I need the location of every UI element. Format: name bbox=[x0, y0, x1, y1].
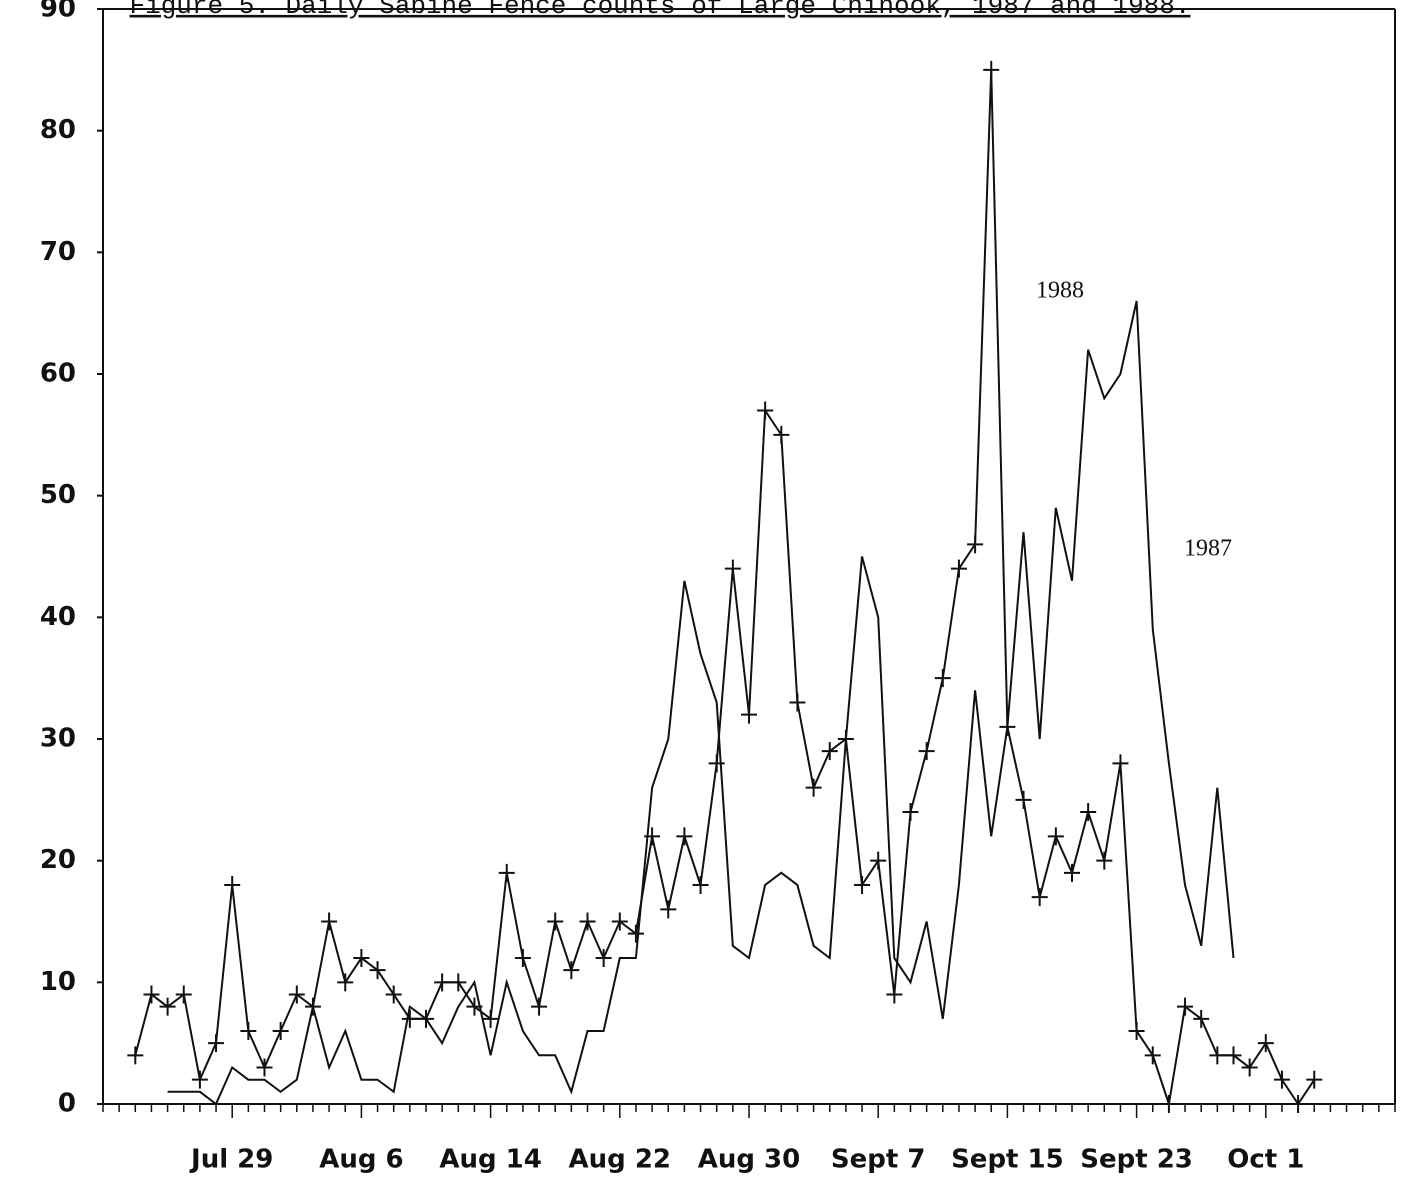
y-tick-label: 0 bbox=[58, 1089, 76, 1119]
plus-marker bbox=[821, 742, 838, 761]
plus-marker bbox=[1096, 851, 1113, 870]
plus-marker bbox=[256, 1058, 273, 1077]
plus-marker bbox=[1031, 888, 1048, 907]
plus-marker bbox=[224, 876, 241, 894]
plus-marker bbox=[1241, 1058, 1258, 1077]
plus-marker bbox=[240, 1022, 257, 1040]
plus-marker bbox=[288, 985, 305, 1004]
plus-marker bbox=[902, 803, 919, 821]
plus-marker bbox=[1290, 1095, 1307, 1113]
plus-marker bbox=[611, 912, 628, 931]
plus-marker bbox=[1080, 803, 1097, 821]
x-tick-label: Sept 15 bbox=[951, 1145, 1064, 1175]
plus-marker bbox=[191, 1070, 208, 1089]
plus-marker bbox=[660, 900, 677, 919]
plus-marker bbox=[1225, 1046, 1242, 1065]
plus-marker bbox=[934, 669, 951, 688]
plus-marker bbox=[1112, 754, 1129, 773]
x-tick-label: Aug 14 bbox=[439, 1145, 541, 1175]
plus-marker bbox=[175, 985, 192, 1004]
plus-marker bbox=[514, 949, 531, 967]
annotation: 1987 bbox=[1184, 536, 1232, 562]
plus-marker bbox=[950, 559, 967, 578]
plus-marker bbox=[918, 742, 935, 761]
y-tick-label: 30 bbox=[40, 724, 76, 754]
y-tick-label: 70 bbox=[40, 237, 76, 267]
plus-marker bbox=[1015, 790, 1032, 809]
plus-marker bbox=[450, 973, 467, 992]
x-tick-label: Aug 6 bbox=[319, 1145, 403, 1175]
plus-marker bbox=[143, 985, 160, 1004]
plus-marker bbox=[1209, 1046, 1226, 1065]
plus-marker bbox=[692, 876, 709, 894]
y-tick-label: 50 bbox=[40, 480, 76, 510]
plus-marker bbox=[563, 961, 580, 980]
plus-marker bbox=[531, 997, 548, 1016]
y-tick-label: 90 bbox=[40, 0, 76, 24]
y-tick-label: 20 bbox=[40, 845, 76, 875]
plus-marker bbox=[708, 754, 725, 773]
plus-marker bbox=[870, 851, 887, 870]
plus-marker bbox=[159, 997, 176, 1016]
plus-marker bbox=[983, 60, 1000, 79]
x-tick-label: Sept 23 bbox=[1080, 1145, 1193, 1175]
y-tick-label: 80 bbox=[40, 115, 76, 145]
plus-marker bbox=[401, 1009, 418, 1028]
plus-marker bbox=[757, 401, 774, 420]
plus-marker bbox=[741, 705, 757, 724]
y-tick-label: 40 bbox=[40, 602, 76, 632]
plus-marker bbox=[547, 912, 564, 931]
plus-marker bbox=[724, 559, 741, 578]
x-tick-label: Jul 29 bbox=[189, 1145, 273, 1175]
plus-marker bbox=[854, 876, 871, 894]
x-tick-label: Sept 7 bbox=[831, 1145, 926, 1175]
plus-marker bbox=[208, 1034, 225, 1053]
plus-marker bbox=[1128, 1022, 1145, 1040]
plus-marker bbox=[1160, 1095, 1177, 1113]
plus-marker bbox=[385, 985, 402, 1004]
plus-marker bbox=[886, 985, 903, 1004]
plus-marker bbox=[789, 693, 806, 712]
series-line bbox=[167, 300, 1235, 1106]
x-tick-label: Oct 1 bbox=[1227, 1145, 1304, 1175]
plus-marker bbox=[1273, 1070, 1290, 1089]
chart-title: Figure 5. Daily Sabine Fence counts of L… bbox=[130, 0, 1191, 21]
plus-marker bbox=[482, 1009, 499, 1028]
plus-marker bbox=[1144, 1046, 1161, 1065]
plus-marker bbox=[369, 961, 386, 980]
series-line bbox=[134, 69, 1316, 1106]
plus-marker bbox=[773, 425, 790, 444]
plus-marker bbox=[805, 778, 822, 797]
plus-marker bbox=[595, 949, 612, 967]
plus-marker bbox=[627, 924, 644, 943]
plus-marker bbox=[337, 973, 354, 992]
plus-marker bbox=[1306, 1070, 1323, 1089]
plus-marker bbox=[127, 1046, 144, 1065]
annotation: 1988 bbox=[1036, 278, 1084, 304]
plus-marker bbox=[353, 949, 370, 967]
plus-marker bbox=[1177, 997, 1194, 1016]
plus-marker bbox=[1047, 827, 1064, 846]
y-tick-label: 60 bbox=[40, 359, 76, 389]
plus-marker bbox=[321, 912, 338, 931]
plus-marker bbox=[579, 912, 596, 931]
plus-marker bbox=[967, 535, 984, 554]
x-tick-label: Aug 30 bbox=[698, 1145, 800, 1175]
plus-marker bbox=[498, 863, 515, 882]
plus-marker bbox=[1064, 863, 1080, 882]
y-tick-label: 10 bbox=[40, 967, 76, 997]
plus-marker bbox=[272, 1022, 289, 1040]
plus-marker bbox=[434, 973, 451, 992]
plus-marker bbox=[676, 827, 693, 846]
x-tick-label: Aug 22 bbox=[569, 1145, 671, 1175]
plus-marker bbox=[1257, 1034, 1274, 1053]
plus-marker bbox=[1193, 1009, 1210, 1028]
